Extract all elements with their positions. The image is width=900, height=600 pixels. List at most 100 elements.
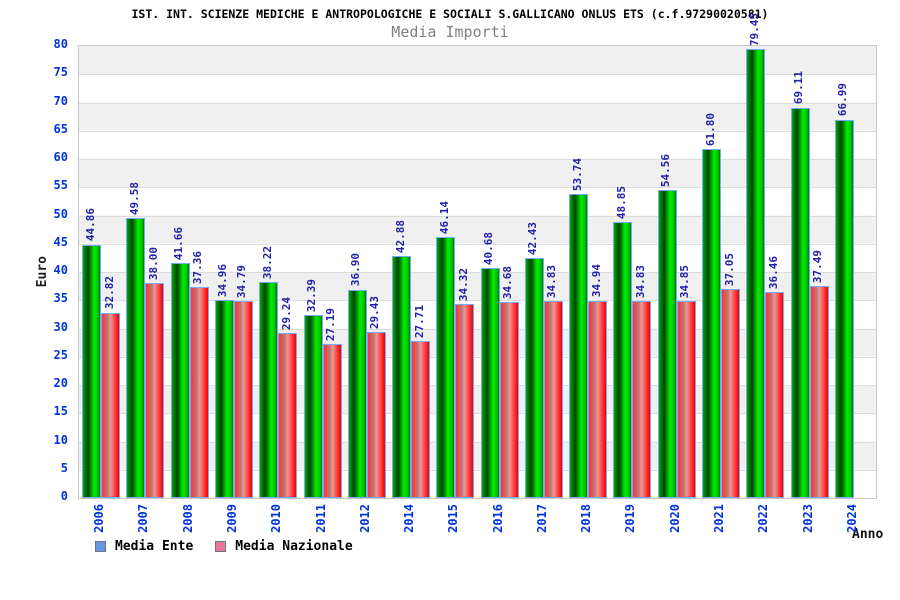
bar-media-ente-2024 bbox=[834, 119, 854, 498]
bar-media-nazionale-2014 bbox=[411, 341, 431, 498]
bar-value-label-media-ente-2010: 38.22 bbox=[260, 245, 274, 280]
bar-media-ente-2006 bbox=[82, 244, 102, 498]
gridline bbox=[79, 300, 876, 302]
legend-label-media-ente: Media Ente bbox=[115, 539, 194, 554]
x-tick-label-2024: 2024 bbox=[844, 504, 859, 533]
bar-media-ente-2017 bbox=[524, 258, 544, 498]
bar-media-nazionale-2009 bbox=[233, 301, 253, 498]
bar-value-label-media-ente-2011: 32.39 bbox=[305, 278, 319, 312]
y-tick-label: 45 bbox=[53, 234, 68, 249]
y-tick-label: 30 bbox=[53, 319, 68, 334]
gridline bbox=[79, 441, 876, 443]
x-tick-label-2021: 2021 bbox=[712, 504, 727, 533]
x-tick-label-2012: 2012 bbox=[357, 504, 372, 533]
bar-value-label-media-nazionale-2018: 34.94 bbox=[589, 264, 603, 298]
y-tick-label: 0 bbox=[60, 489, 68, 503]
x-tick-label-2010: 2010 bbox=[269, 504, 284, 533]
bar-value-label-media-nazionale-2010: 29.24 bbox=[279, 296, 293, 330]
bar-value-label-media-ente-2024: 66.99 bbox=[836, 83, 850, 117]
bar-media-nazionale-2010 bbox=[278, 332, 298, 498]
x-tick-label-2008: 2008 bbox=[180, 504, 195, 533]
bar-value-label-media-ente-2008: 41.66 bbox=[172, 226, 186, 260]
gridline bbox=[79, 328, 876, 330]
x-tick-label-2023: 2023 bbox=[800, 504, 815, 533]
bar-value-label-media-nazionale-2006: 32.82 bbox=[102, 276, 116, 310]
x-tick-label-2015: 2015 bbox=[446, 504, 461, 533]
bar-media-nazionale-2016 bbox=[499, 302, 519, 498]
gridline bbox=[79, 356, 876, 358]
x-tick-label-2007: 2007 bbox=[136, 504, 151, 533]
gridline bbox=[79, 130, 876, 132]
bar-media-nazionale-2006 bbox=[101, 312, 121, 498]
x-tick-label-2014: 2014 bbox=[402, 504, 417, 533]
bar-media-nazionale-2017 bbox=[543, 301, 563, 498]
x-tick-label-2019: 2019 bbox=[623, 504, 638, 533]
plot-area: 44.86 32.82 49.58 38.00 41.66 37.36 34.96 34.79… bbox=[78, 13, 877, 499]
bar-value-label-media-nazionale-2014: 27.71 bbox=[412, 305, 426, 339]
x-tick-label-2020: 2020 bbox=[667, 504, 682, 533]
bar-value-label-media-nazionale-2017: 34.83 bbox=[545, 265, 559, 299]
bar-value-label-media-ente-2023: 69.11 bbox=[792, 71, 806, 105]
bar-value-label-media-nazionale-2022: 36.46 bbox=[766, 255, 780, 289]
chart-title: IST. INT. SCIENZE MEDICHE E ANTROPOLOGIC… bbox=[131, 7, 769, 21]
bar-media-nazionale-2012 bbox=[366, 331, 386, 498]
gridline bbox=[79, 272, 876, 273]
bar-value-label-media-ente-2006: 44.86 bbox=[83, 208, 97, 242]
legend-label-media-nazionale: Media Nazionale bbox=[235, 539, 353, 554]
bar-media-nazionale-2011 bbox=[322, 344, 342, 498]
bar-value-label-media-nazionale-2021: 37.05 bbox=[722, 252, 736, 286]
bar-media-ente-2007 bbox=[126, 217, 146, 498]
legend-item-media-ente: Media Ente bbox=[95, 539, 193, 554]
bar-value-label-media-ente-2015: 46.14 bbox=[437, 201, 451, 235]
y-tick-label: 80 bbox=[53, 37, 68, 51]
bar-value-label-media-nazionale-2011: 27.19 bbox=[324, 308, 338, 342]
gridline bbox=[79, 215, 876, 217]
bar-media-nazionale-2020 bbox=[676, 301, 696, 498]
bar-media-nazionale-2015 bbox=[455, 304, 475, 498]
legend-swatch-media-nazionale bbox=[215, 541, 227, 552]
bar-media-nazionale-2023 bbox=[809, 286, 829, 498]
bar-media-ente-2008 bbox=[170, 262, 190, 498]
bar-media-ente-2021 bbox=[702, 148, 722, 498]
bar-media-ente-2014 bbox=[392, 255, 412, 498]
gridline bbox=[79, 413, 876, 415]
gridline bbox=[79, 469, 876, 471]
bar-media-nazionale-2018 bbox=[588, 300, 608, 498]
bar-value-label-media-ente-2021: 61.80 bbox=[703, 112, 717, 146]
bar-value-label-media-nazionale-2020: 34.85 bbox=[678, 264, 692, 299]
bar-value-label-media-ente-2016: 40.68 bbox=[482, 232, 496, 266]
bar-media-ente-2022 bbox=[746, 49, 766, 498]
bar-value-label-media-nazionale-2012: 29.43 bbox=[368, 295, 382, 329]
bar-media-nazionale-2008 bbox=[189, 286, 209, 498]
gridline bbox=[79, 243, 876, 245]
bar-value-label-media-ente-2018: 53.74 bbox=[570, 158, 584, 192]
bar-media-ente-2009 bbox=[214, 300, 234, 498]
x-tick-label-2011: 2011 bbox=[313, 504, 328, 533]
bar-media-ente-2020 bbox=[657, 189, 677, 498]
bar-media-ente-2011 bbox=[303, 315, 323, 498]
x-tick-label-2006: 2006 bbox=[92, 504, 107, 533]
bar-media-ente-2010 bbox=[259, 282, 279, 498]
x-tick-label-2018: 2018 bbox=[579, 504, 594, 533]
bar-value-label-media-ente-2017: 42.43 bbox=[526, 222, 540, 256]
bar-value-label-media-nazionale-2007: 38.00 bbox=[146, 247, 160, 281]
legend-item-media-nazionale: Media Nazionale bbox=[215, 539, 353, 554]
x-axis-title: Anno bbox=[852, 527, 884, 542]
y-tick-label: 15 bbox=[53, 404, 68, 419]
bar-value-label-media-ente-2009: 34.96 bbox=[216, 264, 230, 298]
y-tick-label: 60 bbox=[53, 150, 68, 164]
y-tick-label: 55 bbox=[53, 178, 68, 193]
y-tick-label: 20 bbox=[53, 376, 68, 390]
y-tick-label: 65 bbox=[53, 121, 68, 136]
y-tick-label: 70 bbox=[53, 93, 68, 108]
bar-media-nazionale-2019 bbox=[632, 301, 652, 498]
y-tick-label: 25 bbox=[53, 347, 68, 362]
gridline bbox=[79, 385, 876, 386]
gridline bbox=[79, 102, 876, 104]
chart-subtitle: Media Importi bbox=[391, 23, 509, 41]
bar-media-ente-2018 bbox=[569, 194, 589, 498]
bar-value-label-media-ente-2020: 54.56 bbox=[659, 153, 673, 187]
bar-value-label-media-ente-2022: 79.45 bbox=[747, 13, 761, 47]
bar-media-nazionale-2007 bbox=[145, 283, 165, 498]
